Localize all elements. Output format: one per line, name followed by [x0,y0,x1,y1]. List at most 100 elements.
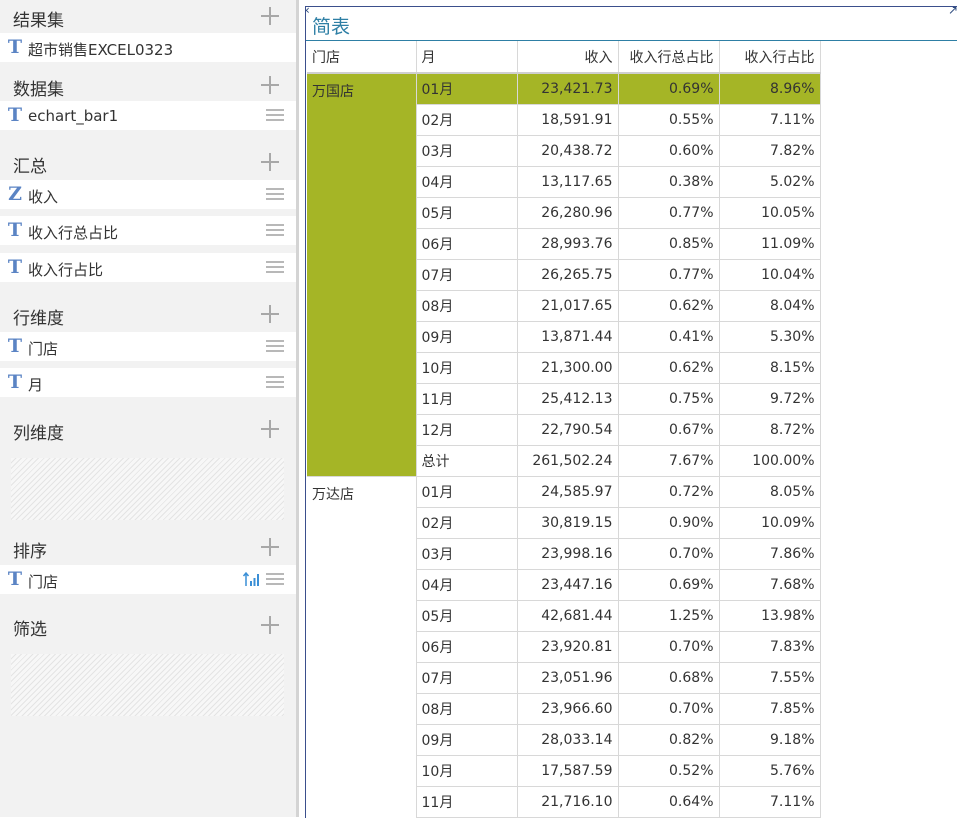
revenue-cell[interactable]: 20,438.72 [517,135,619,167]
row-share-cell[interactable]: 8.72% [719,414,821,446]
drag-handle-icon[interactable] [266,224,284,237]
add-row-dimension-button[interactable] [259,303,281,325]
total-share-cell[interactable]: 0.82% [618,724,720,756]
total-share-cell[interactable]: 0.77% [618,197,720,229]
total-share-cell[interactable]: 0.38% [618,166,720,198]
panel-splitter[interactable] [296,0,299,817]
revenue-cell[interactable]: 26,265.75 [517,259,619,291]
row-share-cell[interactable]: 10.09% [719,507,821,539]
total-share-cell[interactable]: 0.70% [618,693,720,725]
row-share-cell[interactable]: 8.96% [719,73,821,105]
table-row[interactable]: 11月 21,716.10 0.64% 7.11% [307,786,821,818]
row-share-cell[interactable]: 7.68% [719,569,821,601]
store-cell[interactable]: 万达店 [307,476,417,818]
total-share-cell[interactable]: 0.70% [618,631,720,663]
total-share-cell[interactable]: 0.52% [618,755,720,787]
row-share-cell[interactable]: 13.98% [719,600,821,632]
total-share-cell[interactable]: 0.69% [618,73,720,105]
row-share-cell[interactable]: 8.15% [719,352,821,384]
row-share-cell[interactable]: 7.11% [719,786,821,818]
month-cell[interactable]: 10月 [416,755,518,787]
revenue-cell[interactable]: 21,017.65 [517,290,619,322]
month-cell[interactable]: 07月 [416,259,518,291]
total-share-cell[interactable]: 0.62% [618,290,720,322]
revenue-cell[interactable]: 28,033.14 [517,724,619,756]
month-cell[interactable]: 03月 [416,135,518,167]
revenue-cell[interactable]: 23,421.73 [517,73,619,105]
table-row[interactable]: 10月 17,587.59 0.52% 5.76% [307,755,821,787]
revenue-cell[interactable]: 42,681.44 [517,600,619,632]
row-share-cell[interactable]: 10.04% [719,259,821,291]
total-share-cell[interactable]: 0.77% [618,259,720,291]
drag-handle-icon[interactable] [266,376,284,389]
month-cell[interactable]: 11月 [416,786,518,818]
row-share-cell[interactable]: 7.11% [719,104,821,136]
total-share-cell[interactable]: 0.55% [618,104,720,136]
month-cell[interactable]: 01月 [416,73,518,105]
revenue-cell[interactable]: 30,819.15 [517,507,619,539]
total-share-cell[interactable]: 0.90% [618,507,720,539]
store-cell[interactable]: 万国店 [307,73,417,477]
revenue-cell[interactable]: 13,117.65 [517,166,619,198]
revenue-cell[interactable]: 26,280.96 [517,197,619,229]
revenue-cell[interactable]: 22,790.54 [517,414,619,446]
field-item-row-dimension[interactable]: T 月 [0,368,296,397]
total-share-cell[interactable]: 0.70% [618,538,720,570]
total-share-cell[interactable]: 7.67% [618,445,720,477]
total-share-cell[interactable]: 0.85% [618,228,720,260]
month-cell[interactable]: 07月 [416,662,518,694]
row-share-cell[interactable]: 5.02% [719,166,821,198]
column-header[interactable]: 收入行占比 [719,41,821,74]
month-cell[interactable]: 11月 [416,383,518,415]
month-cell[interactable]: 02月 [416,104,518,136]
month-cell[interactable]: 09月 [416,321,518,353]
table-row[interactable]: 10月 21,300.00 0.62% 8.15% [307,352,821,384]
row-share-cell[interactable]: 8.04% [719,290,821,322]
month-cell[interactable]: 04月 [416,569,518,601]
month-cell[interactable]: 06月 [416,631,518,663]
revenue-cell[interactable]: 18,591.91 [517,104,619,136]
drag-handle-icon[interactable] [266,573,284,586]
month-cell[interactable]: 04月 [416,166,518,198]
table-row[interactable]: 02月 30,819.15 0.90% 10.09% [307,507,821,539]
table-row[interactable]: 03月 23,998.16 0.70% 7.86% [307,538,821,570]
revenue-cell[interactable]: 23,920.81 [517,631,619,663]
add-dataset-button[interactable] [259,74,281,96]
add-result-set-button[interactable] [259,5,281,27]
row-share-cell[interactable]: 5.30% [719,321,821,353]
drag-handle-icon[interactable] [266,188,284,201]
revenue-cell[interactable]: 25,412.13 [517,383,619,415]
row-share-cell[interactable]: 7.83% [719,631,821,663]
field-item-summary[interactable]: T 收入行总占比 [0,216,296,245]
table-row[interactable]: 06月 28,993.76 0.85% 11.09% [307,228,821,260]
table-row[interactable]: 09月 13,871.44 0.41% 5.30% [307,321,821,353]
field-item-dataset[interactable]: T echart_bar1 [0,101,296,130]
month-cell[interactable]: 08月 [416,290,518,322]
table-row[interactable]: 02月 18,591.91 0.55% 7.11% [307,104,821,136]
row-share-cell[interactable]: 8.05% [719,476,821,508]
field-item-summary[interactable]: Z 收入 [0,180,296,209]
table-row[interactable]: 万达店 01月 24,585.97 0.72% 8.05% [307,476,821,818]
collapse-arrow-icon[interactable]: ‹ [305,3,310,17]
table-row[interactable]: 08月 23,966.60 0.70% 7.85% [307,693,821,725]
row-share-cell[interactable]: 9.18% [719,724,821,756]
table-row[interactable]: 04月 13,117.65 0.38% 5.02% [307,166,821,198]
month-cell[interactable]: 10月 [416,352,518,384]
revenue-cell[interactable]: 21,300.00 [517,352,619,384]
table-row[interactable]: 03月 20,438.72 0.60% 7.82% [307,135,821,167]
expand-arrow-icon[interactable]: ↗ [948,3,957,17]
total-share-cell[interactable]: 1.25% [618,600,720,632]
row-share-cell[interactable]: 7.82% [719,135,821,167]
revenue-cell[interactable]: 21,716.10 [517,786,619,818]
revenue-cell[interactable]: 261,502.24 [517,445,619,477]
row-share-cell[interactable]: 10.05% [719,197,821,229]
filter-drop-zone[interactable] [11,654,284,716]
total-share-cell[interactable]: 0.72% [618,476,720,508]
revenue-cell[interactable]: 23,447.16 [517,569,619,601]
column-header[interactable]: 月 [416,41,518,74]
month-cell[interactable]: 06月 [416,228,518,260]
field-item-result-set[interactable]: T 超市销售EXCEL0323 [0,33,296,62]
revenue-cell[interactable]: 23,966.60 [517,693,619,725]
revenue-cell[interactable]: 28,993.76 [517,228,619,260]
row-share-cell[interactable]: 7.85% [719,693,821,725]
